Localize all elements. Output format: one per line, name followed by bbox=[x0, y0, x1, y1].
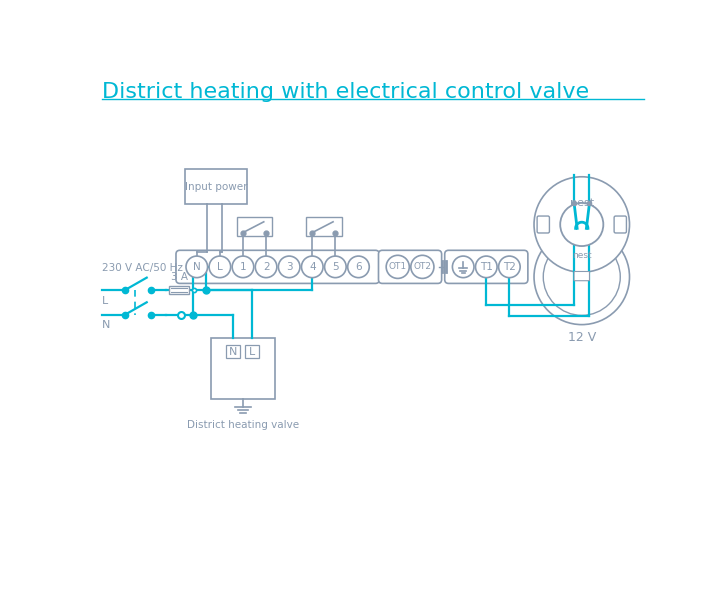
Circle shape bbox=[534, 177, 630, 272]
Text: Input power: Input power bbox=[185, 182, 248, 192]
Circle shape bbox=[386, 255, 409, 279]
Text: 3 A: 3 A bbox=[170, 272, 188, 282]
FancyBboxPatch shape bbox=[574, 271, 590, 281]
FancyBboxPatch shape bbox=[614, 216, 626, 233]
Bar bbox=[306, 217, 341, 236]
Text: 5: 5 bbox=[332, 262, 339, 272]
Circle shape bbox=[499, 256, 521, 277]
Circle shape bbox=[452, 256, 474, 277]
Text: 6: 6 bbox=[355, 262, 362, 272]
Text: L: L bbox=[217, 262, 223, 272]
Bar bbox=[211, 338, 274, 399]
FancyBboxPatch shape bbox=[445, 250, 528, 283]
Text: 1: 1 bbox=[240, 262, 246, 272]
Bar bbox=[237, 217, 272, 236]
Circle shape bbox=[543, 238, 620, 315]
Text: OT2: OT2 bbox=[414, 263, 432, 271]
Bar bbox=[226, 345, 240, 359]
Text: 4: 4 bbox=[309, 262, 315, 272]
Bar bbox=[245, 345, 259, 359]
Circle shape bbox=[256, 256, 277, 277]
Text: 230 V AC/50 Hz: 230 V AC/50 Hz bbox=[102, 263, 183, 273]
Text: OT1: OT1 bbox=[389, 263, 407, 271]
Text: L: L bbox=[102, 296, 108, 306]
Text: District heating valve: District heating valve bbox=[187, 420, 299, 430]
Text: nest: nest bbox=[570, 198, 594, 208]
Text: District heating with electrical control valve: District heating with electrical control… bbox=[102, 82, 589, 102]
Text: T2: T2 bbox=[503, 262, 516, 272]
Circle shape bbox=[301, 256, 323, 277]
Circle shape bbox=[411, 255, 434, 279]
Bar bbox=[185, 169, 247, 204]
Circle shape bbox=[278, 256, 300, 277]
Circle shape bbox=[534, 229, 630, 324]
Text: T1: T1 bbox=[480, 262, 493, 272]
Text: nest: nest bbox=[572, 251, 592, 260]
Text: 12 V: 12 V bbox=[568, 331, 596, 344]
Circle shape bbox=[325, 256, 346, 277]
Circle shape bbox=[186, 256, 207, 277]
Text: N: N bbox=[193, 262, 201, 272]
FancyBboxPatch shape bbox=[176, 250, 379, 283]
Bar bbox=[169, 286, 189, 294]
Circle shape bbox=[561, 203, 604, 246]
Text: 3: 3 bbox=[286, 262, 293, 272]
Circle shape bbox=[209, 256, 231, 277]
Circle shape bbox=[475, 256, 497, 277]
Circle shape bbox=[232, 256, 254, 277]
Text: 2: 2 bbox=[263, 262, 269, 272]
Text: N: N bbox=[229, 346, 237, 356]
Text: N: N bbox=[102, 320, 111, 330]
Circle shape bbox=[348, 256, 369, 277]
Text: L: L bbox=[249, 346, 256, 356]
FancyBboxPatch shape bbox=[537, 216, 550, 233]
FancyBboxPatch shape bbox=[379, 250, 442, 283]
